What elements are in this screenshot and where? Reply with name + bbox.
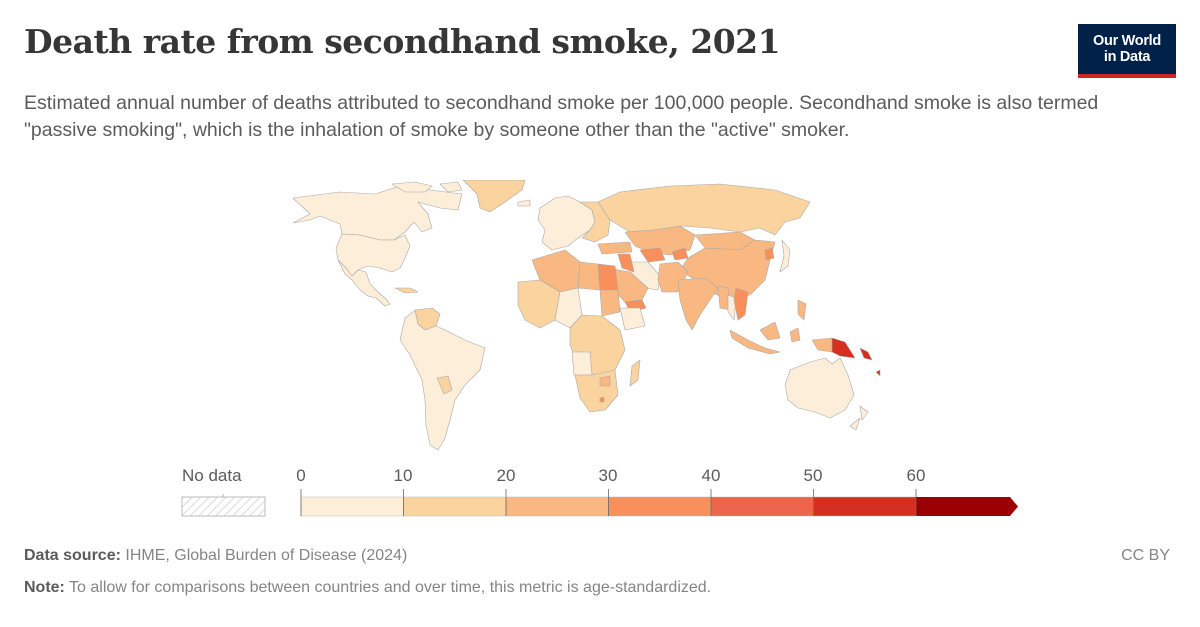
data-source-text[interactable]: IHME, Global Burden of Disease (2024): [120, 547, 408, 564]
region-lesotho: [599, 396, 605, 403]
region-papua-new-guinea: [831, 337, 856, 359]
note-text: To allow for comparisons between countri…: [64, 579, 712, 596]
legend-tick-40: 40: [701, 466, 721, 485]
region-north-korea: [764, 247, 775, 261]
region-india: [677, 277, 719, 331]
chart-subtitle: Estimated annual number of deaths attrib…: [24, 92, 1099, 141]
legend-bin-20-30: [505, 496, 609, 517]
region-arctic-islands: [391, 181, 463, 193]
region-cuba: [394, 287, 419, 294]
region-russia: [597, 183, 811, 236]
chart-title: Death rate from secondhand smoke, 2021: [24, 22, 781, 61]
region-madagascar: [629, 359, 641, 387]
region-philippines: [797, 299, 807, 321]
logo-line-1: Our World: [1093, 33, 1161, 49]
legend: No data 0 10 20 30 40 50 60: [0, 460, 1200, 525]
region-western-europe: [537, 195, 596, 251]
region-egypt: [597, 263, 619, 291]
region-libya: [577, 261, 601, 291]
region-greenland: [462, 180, 526, 213]
legend-bin-30-40: [608, 496, 712, 517]
legend-tick-50: 50: [803, 466, 823, 485]
legend-no-data-swatch: [181, 496, 266, 517]
region-zimbabwe: [599, 375, 611, 387]
region-vanuatu: [875, 369, 881, 377]
data-source: Data source: IHME, Global Burden of Dise…: [24, 547, 407, 565]
region-southern-africa: [574, 369, 619, 413]
region-mexico: [337, 259, 391, 307]
region-iceland: [517, 199, 531, 207]
legend-tick-10: 10: [393, 466, 413, 485]
region-canada-alaska: [292, 185, 463, 241]
region-turkmenistan: [639, 247, 666, 263]
owid-logo[interactable]: Our World in Data: [1078, 24, 1176, 78]
region-australia: [784, 357, 855, 419]
data-source-label: Data source:: [24, 547, 121, 564]
region-turkey: [597, 241, 633, 255]
legend-bin-60-plus: [916, 497, 1018, 516]
legend-no-data-label: No data: [182, 466, 242, 485]
region-japan: [779, 239, 791, 273]
region-solomon-islands: [859, 347, 873, 361]
world-choropleth-map[interactable]: [200, 180, 900, 460]
legend-bin-0-10: [300, 496, 404, 517]
legend-color-bar: [181, 489, 1018, 517]
region-indonesia: [729, 321, 833, 355]
note: Note: To allow for comparisons between c…: [24, 579, 711, 597]
region-sudan: [599, 289, 621, 317]
note-label: Note:: [24, 579, 65, 596]
region-iraq: [617, 253, 635, 273]
license-link[interactable]: CC BY: [1121, 547, 1170, 564]
legend-tick-0: 0: [296, 466, 306, 485]
legend-bin-40-50: [710, 496, 814, 517]
legend-bin-10-20: [403, 496, 507, 517]
region-ethiopia: [619, 307, 646, 331]
region-west-africa: [517, 279, 561, 329]
region-new-zealand: [849, 405, 869, 431]
region-kazakhstan-central-asia: [624, 225, 696, 256]
region-vietnam-laos-cambodia: [733, 287, 749, 321]
legend-tick-20: 20: [496, 466, 516, 485]
region-paraguay: [436, 375, 453, 395]
logo-line-2: in Data: [1103, 49, 1151, 65]
legend-tick-60: 60: [906, 466, 926, 485]
legend-tick-30: 30: [598, 466, 618, 485]
region-angola: [571, 351, 593, 376]
legend-bin-50-60: [813, 496, 917, 517]
